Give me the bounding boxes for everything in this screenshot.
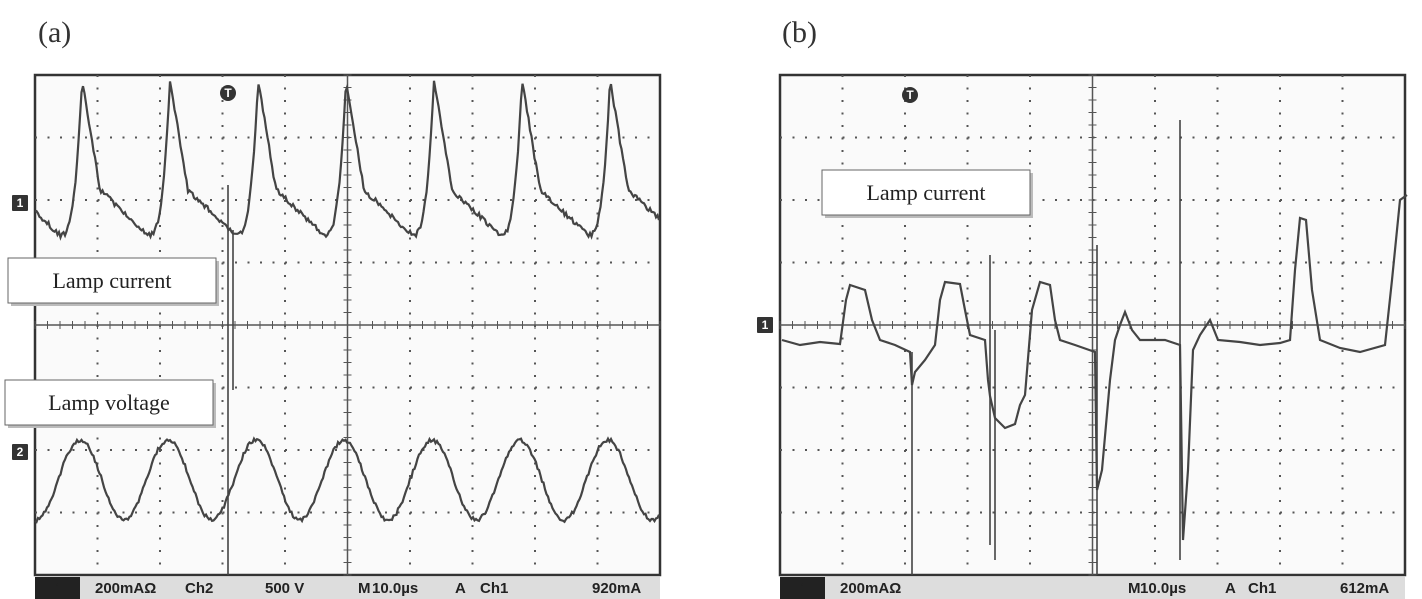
marker: 1	[762, 318, 769, 332]
panel-label: (a)	[38, 16, 71, 49]
status-text: Ch1	[480, 580, 508, 597]
status-text: M	[358, 580, 371, 597]
marker: 1	[17, 196, 24, 210]
status-text: 1	[800, 580, 808, 597]
page: (a) (b) Lamp current Lamp voltage Lamp curre…	[0, 0, 1422, 599]
status-text: 200mAΩ	[95, 580, 156, 597]
status-text: 10.0µs	[372, 580, 418, 597]
annotation: Lamp current	[866, 180, 985, 205]
figure: (a) (b) Lamp current Lamp voltage Lamp curre…	[0, 0, 1422, 599]
status-text: A	[1225, 580, 1236, 597]
status-text: 1	[55, 580, 63, 597]
panel-label: (b)	[782, 16, 817, 49]
marker: T	[906, 88, 914, 102]
status-text: 612mA	[1340, 580, 1389, 597]
status-text: 10.0µs	[1140, 580, 1186, 597]
status-text: 920mA	[592, 580, 641, 597]
annotation: Lamp current	[52, 268, 171, 293]
marker: 2	[17, 445, 24, 459]
status-text: Ch2	[185, 580, 213, 597]
status-text: A	[455, 580, 466, 597]
status-text: 500 V	[265, 580, 304, 597]
status-text: Ch1	[1248, 580, 1276, 597]
grids	[35, 75, 1405, 575]
marker: T	[224, 86, 232, 100]
status-text: M	[1128, 580, 1141, 597]
status-text: 200mAΩ	[840, 580, 901, 597]
annotation: Lamp voltage	[48, 390, 170, 415]
